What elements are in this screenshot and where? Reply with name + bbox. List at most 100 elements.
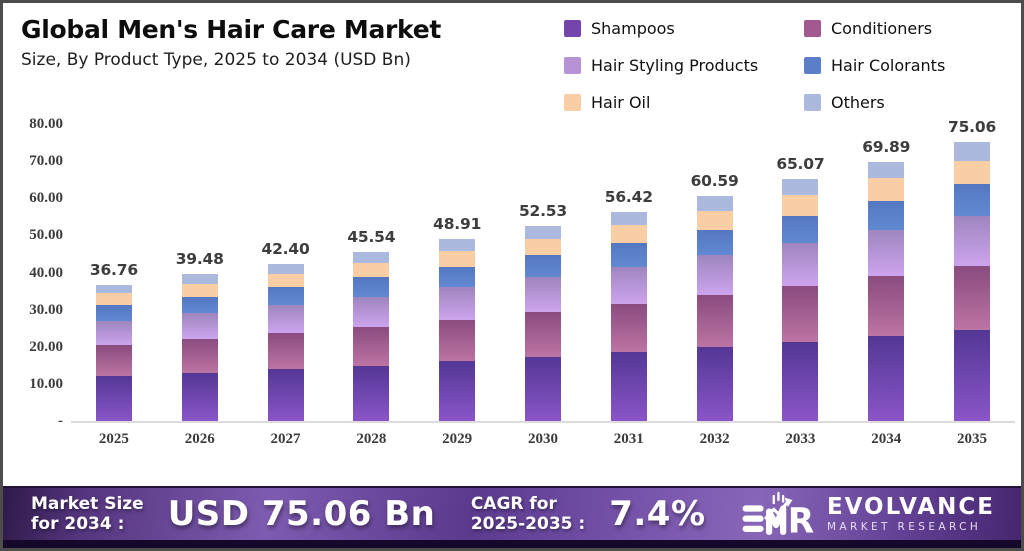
cagr-value: 7.4% — [609, 494, 706, 534]
x-axis-label: 2026 — [184, 431, 215, 447]
bar-slot: 60.59 — [672, 108, 758, 421]
bar-segment — [868, 335, 905, 421]
y-axis-tick: 80.00 — [29, 116, 63, 132]
bar-segment — [524, 226, 561, 239]
bar-segment — [95, 293, 132, 306]
svg-text:R: R — [788, 502, 814, 539]
plot-area: 80.00 70.00 60.00 50.00 40.00 30.00 20.00 10.00… — [29, 108, 1015, 429]
bar-segment — [267, 263, 304, 274]
bar-segment — [181, 313, 218, 340]
bar-segment — [782, 195, 819, 216]
x-axis-label: 2030 — [527, 431, 558, 447]
y-axis: 80.00 70.00 60.00 50.00 40.00 30.00 20.00 10.00… — [15, 108, 63, 429]
bar-segment — [353, 326, 390, 366]
bar-segment — [610, 211, 647, 226]
legend-item: Shampoos — [564, 19, 804, 38]
bar-segment — [353, 365, 390, 421]
bar-segment — [353, 251, 390, 263]
bar-segment — [782, 215, 819, 244]
bar-segment — [181, 283, 218, 297]
bar-segment — [524, 277, 561, 313]
bar-segment — [524, 255, 561, 278]
bar-slot: 48.91 — [414, 108, 500, 421]
stacked-bar — [95, 284, 132, 421]
bar-slot: 52.53 — [500, 108, 586, 421]
stacked-bar — [353, 251, 390, 421]
brand-name: EVOLVANCE — [826, 493, 995, 520]
bar-total-label: 75.06 — [948, 118, 997, 137]
market-size-value: USD 75.06 Bn — [167, 494, 436, 534]
brand-text: EVOLVANCE MARKET RESEARCH — [826, 493, 995, 533]
bar-segment — [696, 347, 733, 421]
bar-total-label: 39.48 — [175, 250, 224, 269]
bar-segment — [954, 215, 991, 266]
stacked-bar — [267, 263, 304, 421]
bar-segment — [267, 287, 304, 306]
legend-label: Others — [831, 93, 885, 112]
bar-segment — [439, 266, 476, 288]
bar-segment — [181, 339, 218, 373]
bar-total-label: 42.40 — [261, 239, 310, 258]
brand-tagline: MARKET RESEARCH — [826, 520, 982, 533]
bar-total-label: 48.91 — [433, 215, 482, 234]
bar-segment — [782, 286, 819, 342]
y-axis-tick: 10.00 — [29, 375, 63, 392]
legend-swatch-icon — [804, 20, 821, 37]
emr-logo: R EVOLVANCE MARKET RESEARCH — [741, 489, 995, 539]
x-axis-label: 2027 — [270, 431, 301, 447]
bar-segment — [610, 243, 647, 267]
stacked-bar — [782, 179, 819, 421]
bar-slot: 56.42 — [586, 108, 672, 421]
bar-slot: 36.76 — [71, 108, 157, 421]
page-subtitle: Size, By Product Type, 2025 to 2034 (USD… — [21, 50, 411, 70]
bar-segment — [954, 184, 991, 216]
market-size-stat: Market Size for 2034 : USD 75.06 Bn — [31, 494, 435, 534]
bar-segment — [439, 287, 476, 320]
cagr-label: CAGR for 2025-2035 : — [470, 493, 586, 534]
bar-total-label: 65.07 — [776, 155, 825, 174]
y-axis-tick: 70.00 — [29, 153, 63, 170]
legend-swatch-icon — [564, 94, 581, 111]
x-axis-label: 2029 — [442, 431, 473, 447]
bar-segment — [696, 196, 733, 211]
bar-segment — [95, 320, 132, 345]
y-axis-tick: - — [58, 413, 63, 429]
legend-label: Hair Styling Products — [591, 56, 759, 75]
bar-segment — [439, 251, 476, 267]
bar-segment — [95, 284, 132, 294]
bar-segment — [181, 274, 218, 284]
bar-segment — [696, 295, 733, 348]
bar-slot: 45.54 — [328, 108, 414, 421]
bar-segment — [696, 255, 733, 296]
bar-total-label: 45.54 — [347, 227, 396, 246]
bar-segment — [267, 273, 304, 288]
bar-segment — [181, 296, 218, 314]
bar-slot: 75.06 — [929, 108, 1015, 421]
bar-segment — [353, 262, 390, 278]
stacked-bar — [610, 211, 647, 421]
bar-segment — [439, 361, 476, 421]
y-axis-tick: 20.00 — [29, 338, 63, 355]
bar-segment — [439, 319, 476, 362]
bar-segment — [782, 243, 819, 287]
bar-slot: 42.40 — [243, 108, 329, 421]
y-axis-tick: 60.00 — [29, 190, 63, 207]
legend-swatch-icon — [804, 94, 821, 111]
legend-item: Others — [804, 93, 994, 112]
x-axis-label: 2033 — [785, 431, 816, 447]
bar-slot: 69.89 — [843, 108, 929, 421]
bar-segment — [782, 179, 819, 196]
x-axis-label: 2028 — [356, 431, 387, 447]
legend-label: Shampoos — [591, 19, 675, 38]
legend-swatch-icon — [564, 20, 581, 37]
bar-series-container: 36.76 39.48 42.40 45.54 48.91 52.53 56.42 60.59… — [71, 108, 1015, 421]
bar-total-label: 56.42 — [604, 187, 653, 206]
bar-segment — [868, 276, 905, 336]
bar-segment — [353, 277, 390, 297]
title-block: Global Men's Hair Care Market Size, By P… — [21, 15, 441, 70]
bar-segment — [954, 329, 991, 421]
brand-monogram-icon: R — [742, 491, 814, 539]
bar-segment — [954, 265, 991, 330]
bar-segment — [610, 266, 647, 305]
